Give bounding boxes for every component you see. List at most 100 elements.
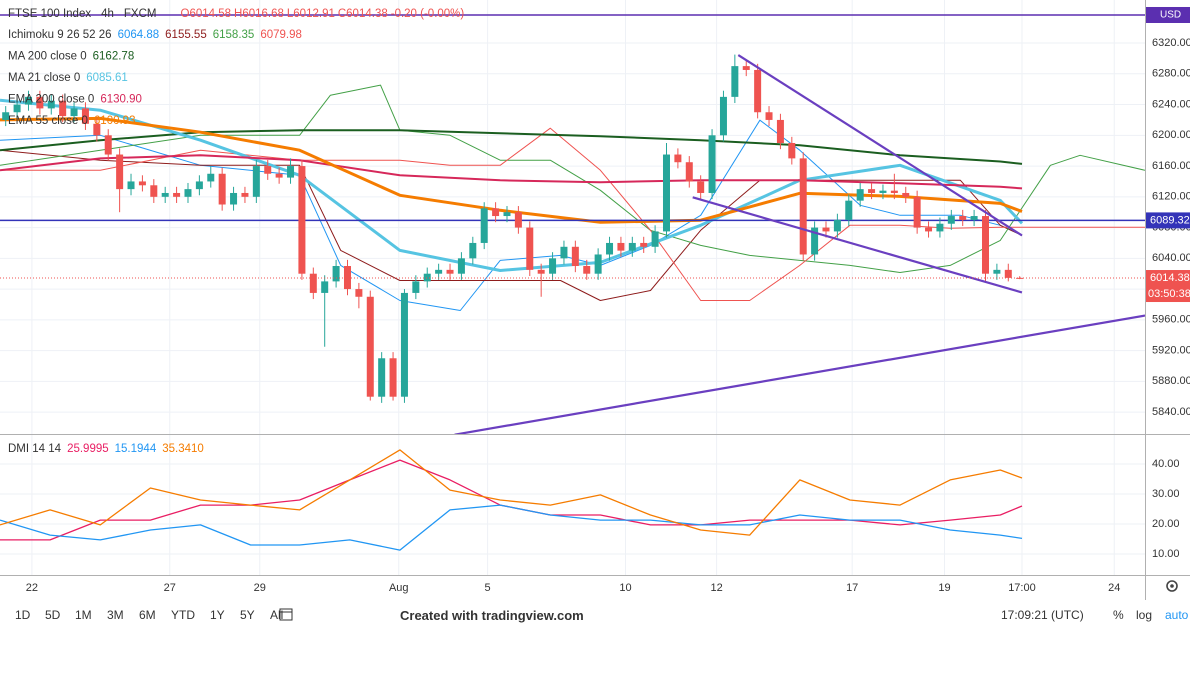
last-price-label: 6014.38 — [1150, 272, 1190, 284]
candle-body — [24, 96, 32, 105]
candle-body — [606, 242, 614, 255]
candle-body — [309, 273, 317, 293]
candle-body — [742, 66, 750, 70]
candle-body — [890, 190, 898, 193]
y-tick-label: 6240.00 — [1152, 98, 1190, 110]
candle-body — [526, 227, 534, 270]
candle-body — [355, 289, 363, 297]
legend-text: 25.9995 — [67, 443, 109, 455]
legend-text: L6012.91 — [287, 8, 335, 20]
x-tick-label: 29 — [254, 582, 266, 594]
settings-icon[interactable] — [1166, 580, 1178, 592]
trend-line — [737, 54, 1023, 237]
candle-body — [93, 123, 101, 136]
candle-body — [264, 166, 272, 174]
dmi-line — [0, 449, 1023, 536]
y-tick-label: 20.00 — [1152, 518, 1180, 530]
scale-option[interactable]: auto — [1165, 608, 1189, 622]
y-tick-label: 5960.00 — [1152, 314, 1190, 326]
y-tick-label: 30.00 — [1152, 488, 1180, 500]
candle-body — [617, 242, 625, 251]
range-button[interactable]: 5D — [45, 608, 61, 622]
candle-body — [195, 181, 203, 190]
legend-text: 6158.35 — [213, 29, 255, 41]
candle-body — [833, 219, 841, 232]
candle-body — [514, 212, 522, 228]
candle-body — [457, 258, 465, 274]
indicator-line — [0, 129, 1023, 165]
legend-text: 6079.98 — [260, 29, 302, 41]
candle-body — [36, 96, 44, 109]
candle-body — [138, 181, 146, 186]
candle-body — [298, 166, 306, 274]
candle-body — [275, 173, 283, 178]
candle-body — [116, 154, 124, 190]
range-button[interactable]: 1D — [15, 608, 31, 622]
candle-body — [241, 192, 249, 197]
legend-text: Ichimoku 9 26 52 26 — [8, 29, 112, 41]
candle-body — [583, 266, 591, 274]
legend-text: MA 200 close 0 — [8, 51, 87, 63]
x-tick-label: 17:00 — [1008, 582, 1036, 594]
candle-body — [81, 108, 89, 124]
candle-body — [173, 192, 181, 197]
range-button[interactable]: 1M — [75, 608, 92, 622]
candle-body — [230, 192, 238, 205]
candle-body — [993, 269, 1001, 274]
candle-body — [662, 154, 670, 232]
candle-body — [400, 292, 408, 397]
y-tick-label: 6160.00 — [1152, 160, 1190, 172]
credit: Created with tradingview.com — [400, 608, 584, 623]
trend-line — [692, 196, 1023, 294]
legend-text: 6162.78 — [93, 51, 135, 63]
candle-body — [378, 358, 386, 397]
legend-text: 35.3410 — [162, 443, 204, 455]
range-button[interactable]: 3M — [107, 608, 124, 622]
candle-body — [446, 269, 454, 274]
y-tick-label: 5840.00 — [1152, 406, 1190, 418]
calendar-icon[interactable] — [279, 607, 293, 621]
main-pane — [0, 14, 1145, 434]
legend-text: 6064.88 — [118, 29, 160, 41]
range-button[interactable]: All — [270, 608, 284, 622]
candle-body — [571, 246, 579, 267]
x-tick-label: 12 — [710, 582, 722, 594]
x-tick-label: 22 — [26, 582, 38, 594]
legend-text: 15.1944 — [115, 443, 157, 455]
legend-text: MA 21 close 0 — [8, 72, 80, 84]
candle-body — [127, 181, 135, 190]
toolbar: Created with tradingview.com 17:09:21 (U… — [0, 600, 1190, 630]
range-button[interactable]: 1Y — [210, 608, 225, 622]
candle-body — [959, 216, 967, 220]
y-tick-label: 6320.00 — [1152, 37, 1190, 49]
x-tick-label: 19 — [938, 582, 950, 594]
range-button[interactable]: 5Y — [240, 608, 255, 622]
candle-body — [332, 266, 340, 282]
candle-body — [184, 189, 192, 197]
legend-text: O6014.58 — [181, 8, 232, 20]
range-button[interactable]: 6M — [139, 608, 156, 622]
legend-text: -0.20 (-0.00%) — [391, 8, 465, 20]
candle-body — [868, 189, 876, 193]
candle-body — [321, 281, 329, 293]
x-tick-label: 17 — [846, 582, 858, 594]
candle-body — [469, 242, 477, 259]
legend-text: C6014.38 — [338, 8, 388, 20]
candle-body — [13, 104, 21, 113]
candle-body — [925, 227, 933, 232]
axes: 22 27 29 Aug 5 10 12 17 19 17:00 24 5840.00 5880.00 5… — [26, 6, 1190, 594]
trend-line — [454, 314, 1145, 434]
indicator-line — [0, 127, 1145, 301]
candle-body — [389, 358, 397, 397]
candle-body — [503, 212, 511, 217]
candle-body — [845, 200, 853, 220]
legend-text: 6130.90 — [100, 94, 142, 106]
candle-body — [697, 181, 705, 193]
price-tag — [1146, 6, 1190, 23]
x-tick-label: Aug — [389, 582, 409, 594]
range-button[interactable]: YTD — [171, 608, 195, 622]
candle-body — [708, 135, 716, 193]
scale-option[interactable]: % — [1113, 608, 1124, 622]
scale-option[interactable]: log — [1136, 608, 1153, 622]
